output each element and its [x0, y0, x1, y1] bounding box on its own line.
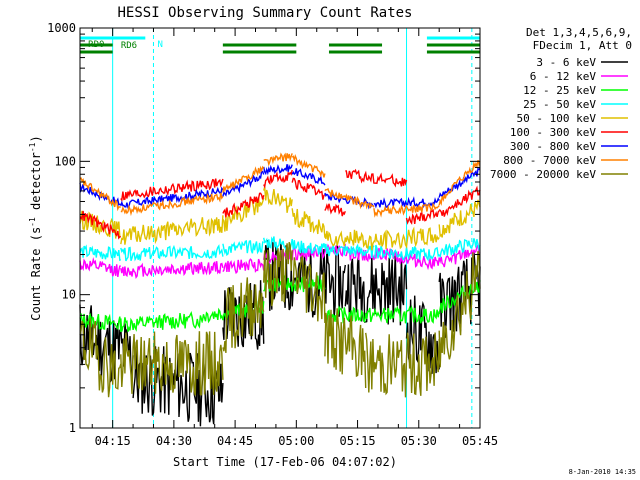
series-line-6 [79, 164, 481, 210]
x-axis: 04:15 04:30 04:45 05:00 05:15 05:30 05:45 [91, 28, 498, 448]
legend: Det 1,3,4,5,6,9,FDecim 1, Att 0 3 - 6 keV… [490, 26, 632, 181]
legend-header-1: FDecim 1, Att 0 [533, 39, 632, 52]
legend-label-8: 7000 - 20000 keV [490, 168, 596, 181]
y-label-end: ) [29, 135, 43, 142]
series-line-4 [79, 186, 481, 251]
x-tick-label-6: 05:45 [462, 434, 498, 448]
y-label-sup1: -1 [28, 217, 37, 227]
plot-frame [79, 27, 481, 429]
x-tick-label-0: 04:15 [95, 434, 131, 448]
plot-area: RD0NRD6 [79, 28, 481, 428]
y-axis-label: Count Rate (s-1 detector-1) [28, 135, 43, 320]
flag-label-rd6: RD6 [121, 41, 137, 51]
x-tick-label-1: 04:30 [156, 434, 192, 448]
legend-label-6: 300 - 800 keV [510, 140, 596, 153]
legend-label-1: 6 - 12 keV [530, 70, 597, 83]
legend-label-0: 3 - 6 keV [536, 56, 596, 69]
series-line-5 [79, 168, 481, 240]
legend-label-2: 12 - 25 keV [523, 84, 596, 97]
legend-label-7: 800 - 7000 keV [503, 154, 596, 167]
y-tick-label-1: 10 [62, 288, 76, 302]
x-tick-label-3: 05:00 [278, 434, 314, 448]
x-tick-label-4: 05:15 [339, 434, 375, 448]
series-line-7 [79, 152, 481, 218]
y-tick-label-2: 100 [54, 154, 76, 168]
legend-label-5: 100 - 300 keV [510, 126, 596, 139]
y-axis: 1 10 100 1000 [47, 21, 480, 435]
series-line-8 [79, 242, 481, 398]
legend-label-4: 50 - 100 keV [517, 112, 597, 125]
x-tick-label-5: 05:30 [401, 434, 437, 448]
y-tick-label-3: 1000 [47, 21, 76, 35]
footer-date: 8-Jan-2010 14:35 [569, 468, 636, 476]
y-label-main: Count Rate (s [29, 227, 43, 321]
chart-title: HESSI Observing Summary Count Rates [117, 5, 412, 21]
y-label-sup2: -1 [28, 142, 37, 152]
y-tick-label-0: 1 [69, 421, 76, 435]
legend-label-3: 25 - 50 keV [523, 98, 596, 111]
flag-label-n: N [157, 40, 162, 50]
x-axis-label: Start Time (17-Feb-06 04:07:02) [173, 455, 397, 469]
y-label-mid: detector [29, 152, 43, 217]
legend-header-0: Det 1,3,4,5,6,9, [526, 26, 632, 39]
x-tick-label-2: 04:45 [217, 434, 253, 448]
